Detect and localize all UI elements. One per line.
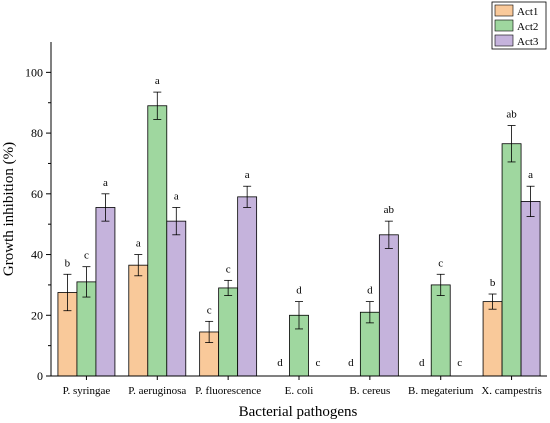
bar-act3-1 [166,220,187,377]
significance-letter-act3-2: a [245,169,250,181]
bar-act3-4 [378,234,399,377]
significance-letter-act2-0: c [84,250,89,262]
bar-act1-1 [128,264,149,377]
significance-letter-act1-4: d [348,357,354,369]
x-tick-label-0: P. syringae [63,385,111,397]
significance-letter-act3-0: a [103,177,108,189]
error-bar-act1-1 [134,254,143,277]
error-bar-act3-0 [101,193,110,222]
error-bar-act2-6 [507,125,516,163]
significance-letter-act2-1: a [155,75,160,87]
bar-act2-6 [501,143,522,377]
error-bar-act2-2 [224,279,233,296]
significance-letter-act1-1: a [136,238,141,250]
bars-layer: b c a a a a c c a d d c d d ab d c c b ab a [57,75,541,377]
significance-letter-act2-6: ab [506,109,517,121]
significance-letter-act2-5: c [438,257,443,269]
y-axis: 0 20 40 60 80 100 [25,42,52,383]
bar-act3-6 [520,201,541,377]
error-bar-act3-2 [243,185,252,208]
significance-letter-act1-0: b [65,257,71,269]
significance-letter-act3-5: c [457,357,462,369]
bar-act2-5 [430,284,451,377]
significance-letter-act3-6: a [528,169,533,181]
significance-letter-act2-4: d [367,285,373,297]
x-axis: P. syringae P. aeruginosa P. fluorescence E… [51,375,547,397]
bar-act3-2 [237,196,258,377]
legend-swatch-act3 [494,34,514,47]
error-bar-act2-3 [295,301,303,330]
error-bar-act2-5 [436,273,445,296]
significance-letter-act3-3: c [316,357,321,369]
error-bar-act1-6 [488,293,497,310]
error-bar-act2-0 [82,266,91,298]
significance-letter-act1-5: d [419,357,425,369]
error-bar-act3-4 [384,220,393,249]
y-tick-label-0: 0 [37,369,43,383]
error-bar-act1-2 [205,320,214,344]
error-bar-act2-4 [365,301,374,324]
y-tick-label-20: 20 [31,308,43,322]
x-axis-label: Bacterial pathogens [239,404,358,420]
x-tick-label-2: P. fluorescence [195,385,261,397]
y-tick-label-100: 100 [25,65,43,79]
significance-letter-act2-3: d [296,285,302,297]
bar-act2-2 [218,287,239,377]
x-tick-label-6: X. campestris [481,385,541,397]
error-bar-act3-1 [172,207,181,236]
legend-swatch-act2 [494,19,514,32]
x-tick-label-4: B. cereus [349,385,390,397]
significance-letter-act3-4: ab [384,204,395,216]
legend-label-act3: Act3 [517,36,539,48]
bar-act3-0 [95,207,116,377]
significance-letter-act1-6: b [490,277,496,289]
bar-act1-6 [482,301,503,377]
significance-letter-act1-2: c [207,304,212,316]
significance-letter-act3-1: a [174,190,179,202]
legend-label-act1: Act1 [517,6,538,18]
y-tick-label-80: 80 [31,126,43,140]
bar-act2-1 [147,105,168,377]
y-tick-label-60: 60 [31,187,43,201]
significance-letter-act1-3: d [277,357,283,369]
x-tick-label-5: B. megaterium [408,385,474,397]
y-axis-label: Growth inhibition (%) [1,142,17,276]
error-bar-act2-1 [153,91,162,120]
error-bar-act1-0 [63,273,72,312]
legend: Act1 Act2 Act3 [491,1,547,50]
x-tick-label-3: E. coli [285,385,314,397]
error-bar-act3-6 [526,185,535,217]
legend-label-act2: Act2 [517,21,538,33]
x-tick-label-1: P. aeruginosa [128,385,186,397]
significance-letter-act2-2: c [226,263,231,275]
legend-swatch-act1 [494,4,514,17]
y-tick-label-40: 40 [31,248,43,262]
